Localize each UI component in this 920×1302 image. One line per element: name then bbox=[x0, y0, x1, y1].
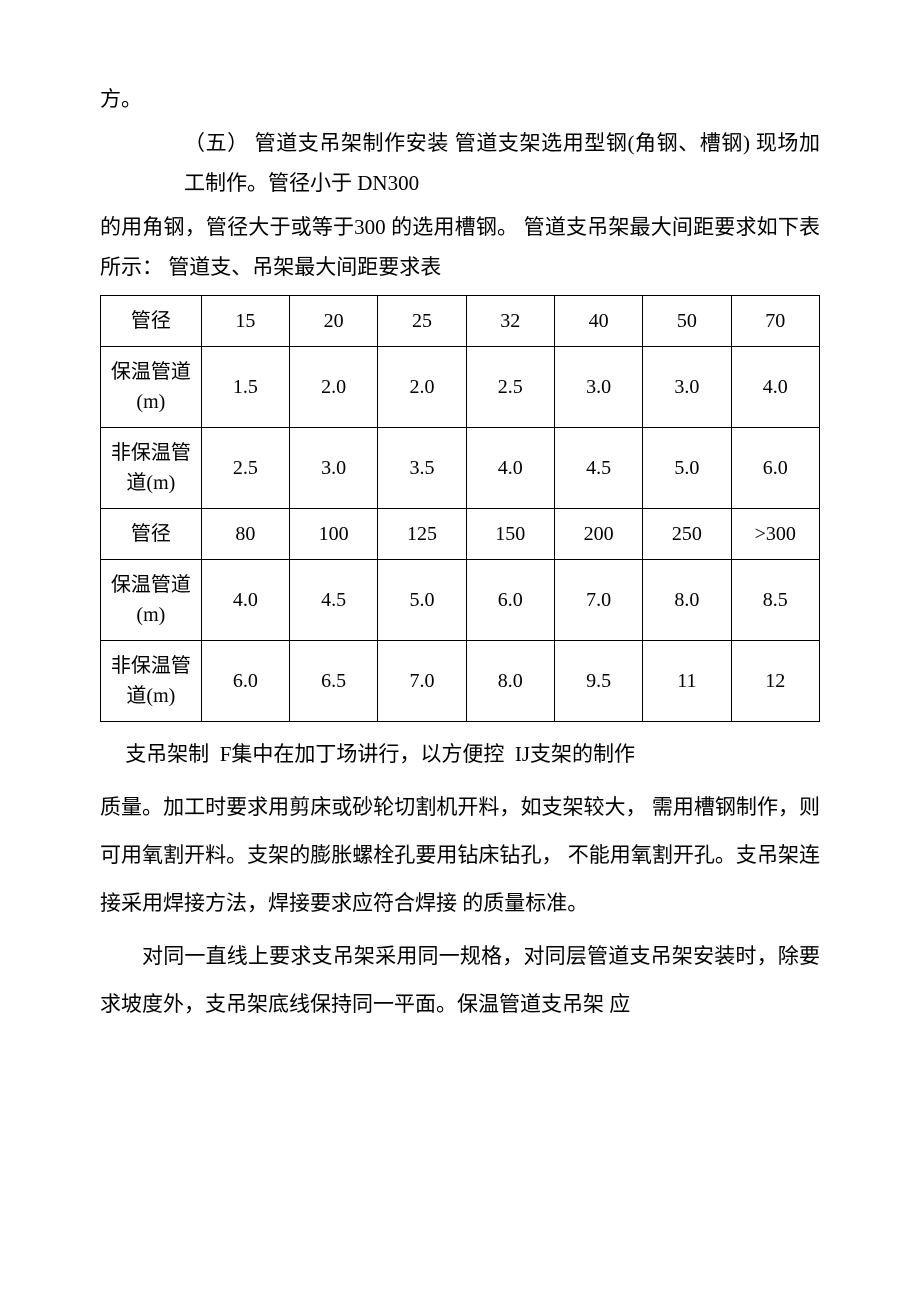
cell: 4.5 bbox=[290, 560, 378, 641]
cell: 70 bbox=[731, 296, 819, 347]
paragraph-quality: 质量。加工时要求用剪床或砂轮切割机开料，如支架较大， 需用槽钢制作，则可用氧割开… bbox=[100, 783, 820, 928]
row-label: 非保温管道(m) bbox=[101, 428, 202, 509]
cell: 2.0 bbox=[290, 347, 378, 428]
cell: 6.0 bbox=[466, 560, 554, 641]
cell: 1.5 bbox=[201, 347, 289, 428]
cell: 20 bbox=[290, 296, 378, 347]
cell: 9.5 bbox=[554, 641, 642, 722]
cell: 250 bbox=[643, 509, 731, 560]
cell: >300 bbox=[731, 509, 819, 560]
paragraph-sameline: 对同一直线上要求支吊架采用同一规格，对同层管道支吊架安装时，除要求坡度外，支吊架… bbox=[100, 932, 820, 1029]
cell: 3.0 bbox=[554, 347, 642, 428]
paragraph-section5-line2: 的用角钢，管径大于或等于300 的选用槽钢。 管道支吊架最大间距要求如下表所示：… bbox=[100, 208, 820, 288]
cell: 6.0 bbox=[731, 428, 819, 509]
cell: 3.5 bbox=[378, 428, 466, 509]
cell: 15 bbox=[201, 296, 289, 347]
cell: 3.0 bbox=[290, 428, 378, 509]
cell: 8.0 bbox=[643, 560, 731, 641]
cell: 5.0 bbox=[378, 560, 466, 641]
cell: 150 bbox=[466, 509, 554, 560]
cell: 11 bbox=[643, 641, 731, 722]
row-label: 保温管道(m) bbox=[101, 560, 202, 641]
cell: 4.0 bbox=[201, 560, 289, 641]
table-row: 管径15202532405070 bbox=[101, 296, 820, 347]
cell: 8.0 bbox=[466, 641, 554, 722]
table-row: 保温管道(m)4.04.55.06.07.08.08.5 bbox=[101, 560, 820, 641]
cell: 125 bbox=[378, 509, 466, 560]
cell: 4.0 bbox=[466, 428, 554, 509]
table-row: 管径80100125150200250>300 bbox=[101, 509, 820, 560]
cell: 40 bbox=[554, 296, 642, 347]
cell: 2.5 bbox=[201, 428, 289, 509]
cell: 200 bbox=[554, 509, 642, 560]
cell: 50 bbox=[643, 296, 731, 347]
table-row: 非保温管道(m)6.06.57.08.09.51112 bbox=[101, 641, 820, 722]
frag-a: 支吊架制 bbox=[125, 742, 209, 766]
cell: 8.5 bbox=[731, 560, 819, 641]
paragraph-after-table-line1: 支吊架制 F集中在加丁场讲行，以方便控 IJ支架的制作 bbox=[100, 730, 820, 778]
cell: 2.0 bbox=[378, 347, 466, 428]
frag-c: IJ支架的制作 bbox=[515, 742, 635, 766]
cell: 12 bbox=[731, 641, 819, 722]
paragraph-fang: 方。 bbox=[100, 80, 820, 120]
cell: 100 bbox=[290, 509, 378, 560]
cell: 32 bbox=[466, 296, 554, 347]
table-row: 非保温管道(m)2.53.03.54.04.55.06.0 bbox=[101, 428, 820, 509]
row-label: 保温管道(m) bbox=[101, 347, 202, 428]
cell: 80 bbox=[201, 509, 289, 560]
cell: 2.5 bbox=[466, 347, 554, 428]
paragraph-section5-line1: （五） 管道支吊架制作安装 管道支架选用型钢(角钢、槽钢) 现场加工制作。管径小… bbox=[100, 124, 820, 204]
cell: 6.5 bbox=[290, 641, 378, 722]
row-label: 非保温管道(m) bbox=[101, 641, 202, 722]
cell: 6.0 bbox=[201, 641, 289, 722]
cell: 7.0 bbox=[378, 641, 466, 722]
cell: 5.0 bbox=[643, 428, 731, 509]
row-label: 管径 bbox=[101, 296, 202, 347]
cell: 3.0 bbox=[643, 347, 731, 428]
row-label: 管径 bbox=[101, 509, 202, 560]
cell: 4.5 bbox=[554, 428, 642, 509]
cell: 7.0 bbox=[554, 560, 642, 641]
cell: 25 bbox=[378, 296, 466, 347]
spacing-table: 管径15202532405070保温管道(m)1.52.02.02.53.03.… bbox=[100, 295, 820, 722]
frag-b: F集中在加丁场讲行，以方便控 bbox=[220, 742, 505, 766]
cell: 4.0 bbox=[731, 347, 819, 428]
table-row: 保温管道(m)1.52.02.02.53.03.04.0 bbox=[101, 347, 820, 428]
